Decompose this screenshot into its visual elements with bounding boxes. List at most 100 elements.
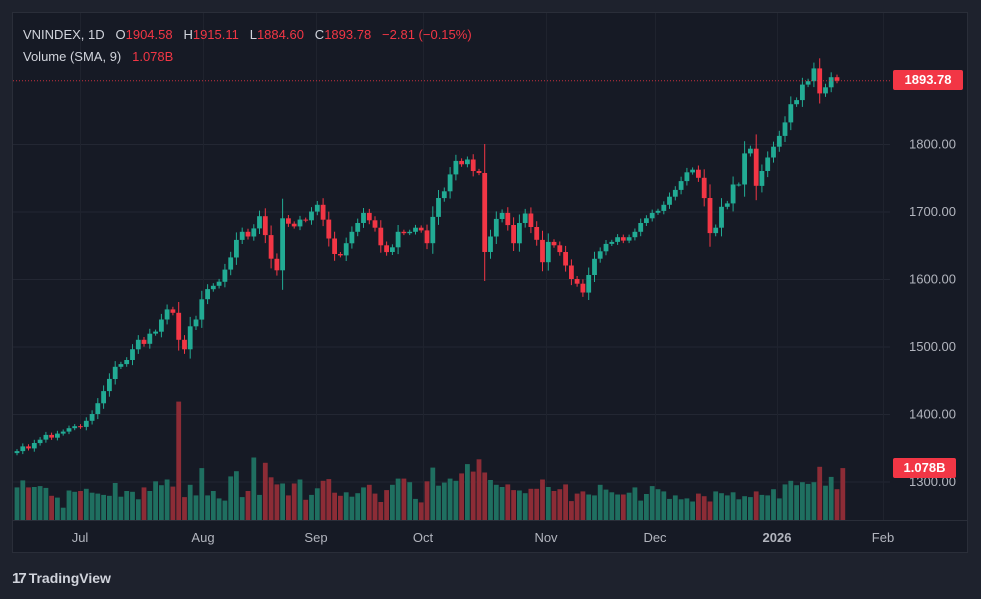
tradingview-brand[interactable]: 17 TradingView	[12, 568, 111, 588]
candle-body	[476, 171, 482, 173]
volume-bar	[407, 482, 413, 520]
candle-body	[534, 227, 540, 240]
candle-body	[60, 431, 66, 434]
volume-bar	[147, 491, 153, 520]
volume-bar	[239, 497, 245, 520]
candle-body	[222, 269, 228, 282]
candle-body	[303, 219, 309, 221]
candle-body	[834, 77, 840, 81]
volume-bar	[60, 507, 66, 520]
candle-body	[72, 426, 78, 429]
candle-body	[724, 203, 730, 207]
candle-body	[569, 265, 574, 279]
volume-bar	[43, 487, 49, 520]
volume-bar	[153, 481, 158, 520]
volume-bar	[72, 491, 78, 520]
candle-body	[574, 279, 580, 284]
candle-body	[378, 227, 384, 246]
volume-bar	[303, 499, 309, 520]
volume-bar	[517, 490, 522, 520]
time-tick-label: Feb	[872, 530, 894, 545]
volume-bar	[182, 497, 187, 520]
brand-name: TradingView	[28, 570, 111, 586]
volume-bar	[274, 484, 280, 520]
candle-body	[771, 146, 776, 158]
price-candles	[14, 58, 840, 456]
volume-bar	[436, 485, 441, 520]
candle-body	[78, 426, 83, 428]
volume-bar	[37, 486, 43, 520]
volume-bar	[638, 500, 644, 520]
volume-bar	[823, 485, 828, 520]
candle-body	[234, 239, 239, 258]
volume-bar	[644, 494, 649, 520]
volume-bar	[615, 494, 620, 520]
volume-bar	[55, 497, 60, 520]
open-value: 1904.58	[125, 27, 173, 42]
candle-body	[713, 227, 719, 234]
price-tick-label: 1700.00	[909, 204, 956, 219]
volume-bar	[707, 501, 713, 520]
volume-bar	[164, 479, 170, 520]
volume-bar	[620, 494, 626, 520]
candle-body	[470, 159, 476, 171]
candle-body	[418, 227, 424, 231]
candle-body	[517, 223, 522, 244]
candle-body	[644, 218, 649, 223]
volume-bar	[395, 478, 401, 520]
volume-bar	[107, 495, 112, 520]
candle-body	[159, 319, 164, 332]
volume-bars	[14, 401, 846, 520]
symbol-label: VNINDEX, 1D	[23, 27, 105, 42]
candle-body	[141, 339, 147, 344]
candle-body	[31, 443, 37, 449]
volume-bar	[771, 489, 776, 520]
volume-bar	[413, 498, 418, 520]
candle-body	[332, 238, 337, 254]
candle-body	[441, 191, 447, 199]
volume-bar	[759, 494, 765, 520]
volume-bar	[672, 495, 678, 520]
chart-area[interactable]	[12, 12, 968, 553]
volume-bar	[592, 495, 597, 520]
price-tick-label: 1800.00	[909, 137, 956, 152]
candle-body	[314, 204, 320, 212]
volume-bar	[210, 491, 216, 520]
volume-bar	[840, 468, 846, 520]
candle-body	[603, 243, 609, 252]
candle-body	[557, 245, 563, 253]
change-value: −2.81 (−0.15%)	[382, 27, 472, 42]
volume-bar	[366, 484, 372, 520]
candle-body	[309, 211, 314, 221]
candle-body	[349, 231, 355, 244]
volume-bar	[124, 491, 130, 520]
volume-bar	[199, 468, 205, 520]
candle-body	[366, 212, 372, 221]
volume-bar	[314, 488, 320, 520]
volume-bar	[800, 482, 805, 520]
volume-label: Volume (SMA, 9)	[23, 49, 122, 64]
candle-body	[759, 171, 765, 186]
volume-bar	[724, 495, 730, 520]
volume-bar	[788, 480, 794, 520]
volume-bar	[465, 464, 470, 520]
candle-body	[26, 446, 31, 449]
candle-body	[95, 403, 101, 414]
high-label: H	[183, 27, 193, 42]
candle-body	[407, 231, 413, 234]
candle-body	[228, 257, 234, 270]
volume-bar	[424, 481, 430, 520]
volume-bar	[262, 462, 268, 520]
candle-body	[505, 212, 511, 226]
candle-body	[118, 364, 124, 367]
candle-body	[274, 258, 280, 271]
candle-body	[805, 81, 811, 85]
candle-body	[551, 241, 557, 246]
candle-body	[615, 237, 620, 242]
volume-bar	[690, 501, 695, 520]
volume-bar	[338, 495, 343, 520]
volume-bar	[118, 496, 124, 520]
candle-body	[20, 446, 26, 452]
volume-bar	[390, 484, 395, 520]
